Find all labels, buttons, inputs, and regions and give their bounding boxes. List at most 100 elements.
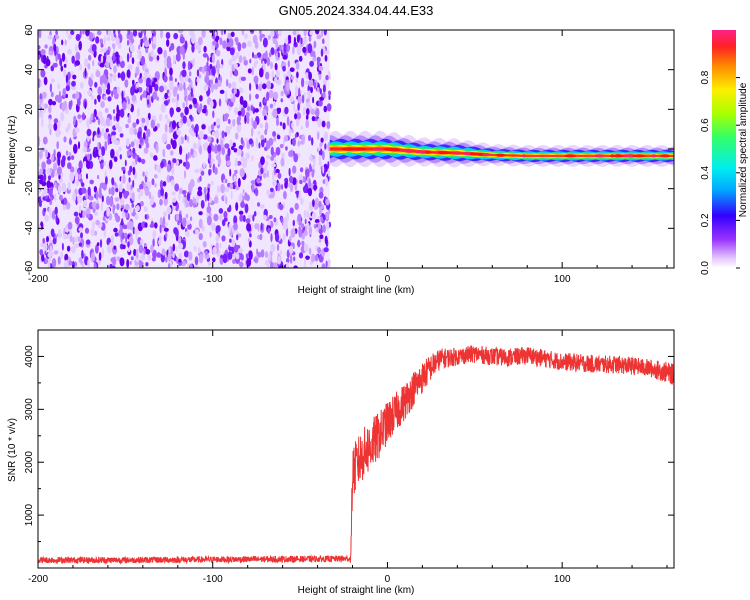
noise-blob [277, 256, 281, 261]
noise-blob [237, 177, 241, 188]
noise-blob [240, 107, 246, 117]
noise-blob [161, 133, 167, 143]
noise-blob [110, 234, 115, 244]
noise-blob [251, 127, 254, 137]
noise-blob [154, 83, 159, 92]
noise-blob [87, 259, 90, 268]
noise-blob [262, 83, 267, 90]
noise-blob [70, 30, 75, 36]
noise-blob [56, 141, 59, 150]
noise-blob [60, 158, 66, 168]
noise-blob [150, 119, 155, 129]
noise-blob [104, 132, 108, 141]
noise-blob [210, 158, 215, 163]
noise-blob [99, 38, 104, 45]
noise-blob [202, 134, 208, 140]
noise-blob [318, 73, 322, 81]
noise-blob [238, 210, 244, 215]
noise-blob [48, 206, 52, 215]
noise-blob [95, 36, 100, 44]
noise-blob [278, 265, 283, 268]
noise-blob [257, 131, 261, 136]
noise-blob [113, 227, 118, 233]
noise-blob [133, 138, 137, 143]
noise-blob [308, 247, 312, 256]
noise-blob [132, 79, 135, 85]
noise-blob [159, 198, 163, 206]
noise-blob [138, 78, 144, 84]
signal-hotspot [353, 147, 366, 151]
noise-blob [99, 62, 105, 68]
noise-blob [47, 34, 53, 40]
noise-blob [186, 219, 191, 225]
noise-blob [121, 90, 124, 101]
noise-blob [132, 84, 137, 91]
noise-blob [258, 142, 261, 149]
noise-blob [72, 236, 75, 245]
noise-blob [139, 188, 144, 197]
noise-blob [97, 86, 102, 96]
noise-blob [126, 52, 130, 63]
noise-blob [160, 187, 165, 197]
noise-blob [250, 222, 254, 231]
noise-blob [153, 155, 158, 161]
noise-blob [75, 178, 80, 186]
noise-blob [202, 241, 207, 248]
noise-blob [240, 156, 246, 162]
noise-blob [49, 167, 53, 174]
noise-blob [172, 158, 177, 164]
noise-blob [216, 185, 220, 194]
noise-blob [119, 189, 123, 200]
noise-blob [248, 250, 253, 260]
noise-blob [321, 120, 326, 128]
noise-blob [39, 168, 44, 175]
noise-blob [277, 52, 280, 58]
noise-blob [248, 138, 253, 145]
noise-blob [98, 192, 103, 199]
noise-blob [268, 215, 273, 219]
noise-blob [124, 79, 129, 88]
noise-blob [104, 107, 109, 114]
noise-blob [189, 71, 192, 77]
noise-blob [219, 242, 222, 249]
noise-blob [279, 121, 283, 126]
y-tick-label: 20 [24, 103, 35, 115]
noise-blob [157, 47, 163, 55]
noise-blob [210, 124, 215, 130]
noise-blob [241, 161, 248, 168]
noise-blob [179, 145, 183, 156]
noise-blob [124, 159, 127, 167]
noise-blob [115, 36, 120, 46]
noise-blob [199, 95, 203, 102]
noise-blob [275, 233, 280, 243]
y-tick-label: -20 [24, 181, 35, 196]
noise-blob [113, 115, 116, 122]
noise-blob [169, 67, 173, 76]
noise-blob [53, 118, 59, 124]
noise-blob [254, 108, 259, 113]
noise-blob [46, 236, 49, 243]
noise-blob [307, 43, 313, 54]
noise-blob [211, 66, 216, 76]
noise-blob [132, 226, 135, 235]
noise-blob [293, 36, 296, 46]
noise-blob [51, 153, 55, 162]
noise-blob [124, 203, 130, 211]
noise-blob [160, 161, 165, 169]
noise-blob [63, 100, 67, 110]
noise-blob [244, 192, 248, 201]
noise-blob [257, 251, 262, 258]
noise-blob [296, 61, 300, 70]
noise-blob [180, 112, 184, 118]
noise-blob [306, 210, 309, 220]
noise-blob [326, 121, 331, 129]
noise-blob [176, 159, 179, 166]
noise-blob [256, 177, 261, 184]
noise-blob [240, 201, 246, 208]
noise-blob [236, 234, 239, 241]
noise-blob [38, 78, 41, 88]
noise-blob [217, 67, 220, 75]
noise-blob [38, 54, 41, 60]
noise-blob [98, 148, 102, 157]
